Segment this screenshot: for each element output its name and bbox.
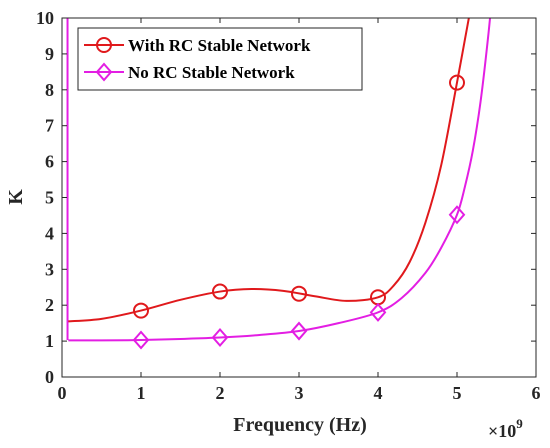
legend-marker-diamond <box>95 62 113 82</box>
data-point-no-rc <box>132 330 150 350</box>
y-tick-label: 4 <box>45 223 54 243</box>
y-tick-label: 10 <box>36 8 54 28</box>
legend-label-with-rc: With RC Stable Network <box>128 36 311 55</box>
legend-label-no-rc: No RC Stable Network <box>128 63 295 82</box>
data-point-with-rc <box>212 283 228 300</box>
x-tick-label: 5 <box>453 383 462 403</box>
data-point-no-rc <box>290 321 308 341</box>
data-point-with-rc <box>133 302 149 319</box>
data-point-no-rc <box>211 327 229 348</box>
x-axis-exponent: ×109 <box>488 416 523 441</box>
data-point-no-rc <box>369 302 387 322</box>
axis-ticks: 0 1 2 3 4 5 6 0 1 2 3 4 5 6 7 8 9 10 <box>36 8 541 403</box>
data-point-with-rc <box>449 74 465 91</box>
y-tick-label: 0 <box>45 367 54 387</box>
y-tick-label: 5 <box>45 188 54 208</box>
exponent-power: 9 <box>516 416 523 431</box>
y-tick-label: 6 <box>45 152 54 172</box>
data-point-no-rc <box>448 205 466 225</box>
legend: With RC Stable Network No RC Stable Netw… <box>77 27 363 91</box>
legend-box <box>77 27 363 91</box>
y-tick-label: 8 <box>45 80 54 100</box>
y-axis-label: K <box>5 189 27 205</box>
legend-entry-with-rc: With RC Stable Network <box>84 36 311 55</box>
data-point-with-rc <box>291 285 307 302</box>
x-tick-label: 0 <box>58 383 67 403</box>
exponent-base: ×10 <box>488 421 516 441</box>
series-line-no-rc <box>68 18 492 342</box>
x-tick-label: 4 <box>374 383 383 403</box>
x-axis-label: Frequency (Hz) <box>233 414 367 436</box>
y-tick-label: 3 <box>45 259 54 279</box>
legend-entry-no-rc: No RC Stable Network <box>84 62 295 82</box>
x-tick-label: 6 <box>532 383 541 403</box>
plot-area <box>66 18 492 350</box>
data-layer <box>66 18 492 342</box>
x-tick-label: 2 <box>216 383 225 403</box>
y-tick-label: 9 <box>45 44 54 64</box>
y-tick-label: 1 <box>45 331 54 351</box>
x-tick-label: 1 <box>137 383 146 403</box>
y-tick-label: 2 <box>45 295 54 315</box>
legend-marker-circle <box>96 37 112 53</box>
x-tick-label: 3 <box>295 383 304 403</box>
y-tick-label: 7 <box>45 116 54 136</box>
series-line-with-rc <box>68 18 470 323</box>
